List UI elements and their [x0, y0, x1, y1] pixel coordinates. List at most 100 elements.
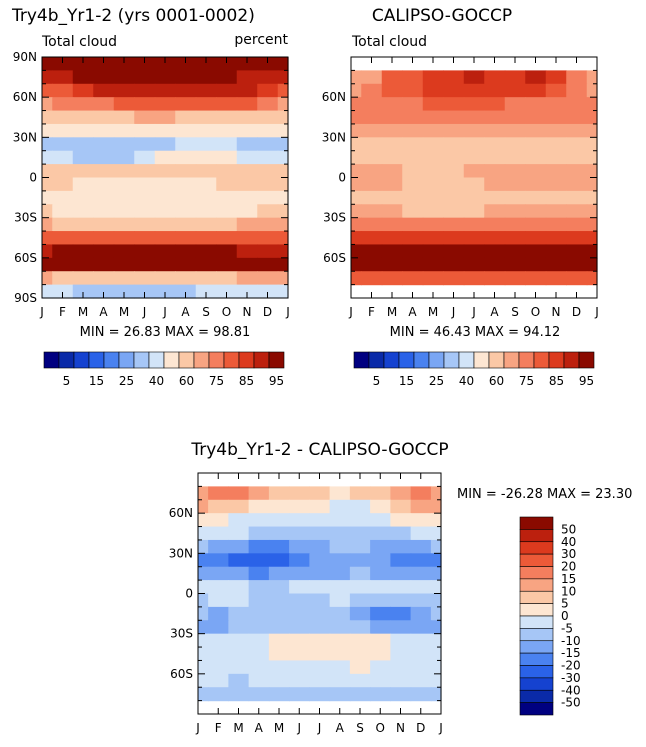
panel1-cell [93, 257, 115, 272]
panel2-cell [545, 204, 567, 219]
panel1-colorbar-swatch [208, 351, 225, 369]
panel3-cell [268, 606, 290, 621]
panel3-cell [309, 553, 331, 568]
panel1-cell [175, 110, 197, 125]
panel1-cell [42, 164, 53, 179]
panel1-x-tick-label: M [119, 305, 129, 319]
panel3-cell [390, 593, 412, 608]
panel1-y-tick-label: 60S [14, 251, 37, 265]
panel3-x-tick-label: O [376, 721, 385, 735]
panel1-cell [257, 83, 279, 98]
panel1-cell [42, 231, 53, 246]
panel3-cell [228, 486, 250, 501]
panel1-cell [113, 190, 135, 205]
panel1-cell [257, 57, 279, 71]
panel3-cell [390, 647, 412, 662]
panel1-colorbar-swatch [268, 351, 285, 369]
panel3-cell [248, 566, 270, 581]
panel1-cell [216, 177, 238, 192]
panel2-cell [351, 271, 362, 286]
panel1-cell [52, 97, 74, 112]
panel3-cell [410, 526, 432, 541]
panel2-cell [351, 217, 362, 232]
panel1-title: Try4b_Yr1-2 (yrs 0001-0002) [11, 6, 255, 26]
panel3-cell [329, 553, 351, 568]
panel2-cell [566, 83, 588, 98]
panel3-cell [410, 606, 432, 621]
panel3-cell [390, 606, 412, 621]
difference-colorbar-swatch [519, 677, 554, 691]
panel1-y-tick-label: 90S [14, 291, 37, 305]
difference-colorbar-label: 20 [561, 560, 576, 574]
panel1-cell [52, 57, 74, 71]
panel3-x-tick-label: D [416, 721, 425, 735]
panel2-cell [586, 110, 598, 125]
panel2-cell [566, 190, 588, 205]
panel3-cell [228, 606, 250, 621]
panel2-cell [351, 123, 362, 138]
panel3-cell [430, 647, 442, 662]
panel2-cell [402, 137, 424, 152]
panel3-cell [228, 673, 250, 688]
panel2-cell [351, 231, 362, 246]
panel2-cell [586, 83, 598, 98]
panel2-colorbar-label: 75 [519, 374, 534, 388]
panel2-cell [484, 204, 506, 219]
panel2-cell [381, 177, 403, 192]
panel3-x-tick-label: N [396, 721, 405, 735]
panel2-colorbar-label: 85 [549, 374, 564, 388]
panel2-cell [463, 137, 485, 152]
panel1-cell [216, 190, 238, 205]
panel2-cell [402, 217, 424, 232]
panel3-cell [248, 660, 270, 675]
panel1-cell [154, 177, 176, 192]
panel2-cell [586, 97, 598, 112]
panel2-colorbar-swatch [518, 351, 535, 369]
panel3-cell [289, 687, 310, 702]
panel1-cell [134, 190, 156, 205]
panel3-cell [268, 580, 290, 595]
panel3-cell [410, 513, 432, 528]
panel3-cell [370, 620, 391, 635]
panel1-cell [216, 204, 238, 219]
difference-colorbar-label: 0 [561, 609, 569, 623]
panel3-cell [198, 647, 209, 662]
panel1-y-tick-label: 30N [13, 130, 37, 144]
panel3-x-tick-label: F [215, 721, 222, 735]
panel1-cell [257, 97, 279, 112]
panel2-cell [484, 217, 506, 232]
panel1-cell [175, 284, 197, 299]
panel3-cell [208, 499, 229, 514]
panel3-cell [390, 539, 412, 554]
panel3-y-tick-label: 30N [169, 546, 193, 560]
panel2-cell [484, 150, 506, 165]
panel2-cell [402, 244, 424, 259]
panel2-x-tick-label: M [387, 305, 397, 319]
panel1-cell [134, 97, 156, 112]
panel2-cell [504, 110, 526, 125]
panel2-cell [484, 164, 506, 179]
panel2-colorbar-swatch [563, 351, 580, 369]
panel3-cell [329, 673, 351, 688]
panel1-colorbar-swatch [148, 351, 165, 369]
panel3-cell [349, 593, 371, 608]
panel2-colorbar-label: 25 [429, 374, 444, 388]
panel3-cell [329, 580, 351, 595]
panel3-cell [208, 633, 229, 648]
panel1-colorbar-swatch [238, 351, 255, 369]
panel1-cell [52, 70, 74, 85]
panel1-cell [277, 110, 289, 125]
panel2-cell [586, 271, 598, 286]
panel1-cell [216, 57, 238, 71]
panel2-cell [402, 123, 424, 138]
panel1-cell [93, 231, 115, 246]
panel1-cell [216, 110, 238, 125]
panel3-cell [329, 486, 351, 501]
panel3-x-tick-label: S [356, 721, 364, 735]
panel3-cell [349, 486, 371, 501]
panel3-cell [289, 539, 310, 554]
panel3-x-tick-label: M [233, 721, 243, 735]
panel2-y-tick-label: 0 [338, 171, 346, 185]
panel3-cell [228, 580, 250, 595]
panel2-colorbar-swatch [368, 351, 385, 369]
